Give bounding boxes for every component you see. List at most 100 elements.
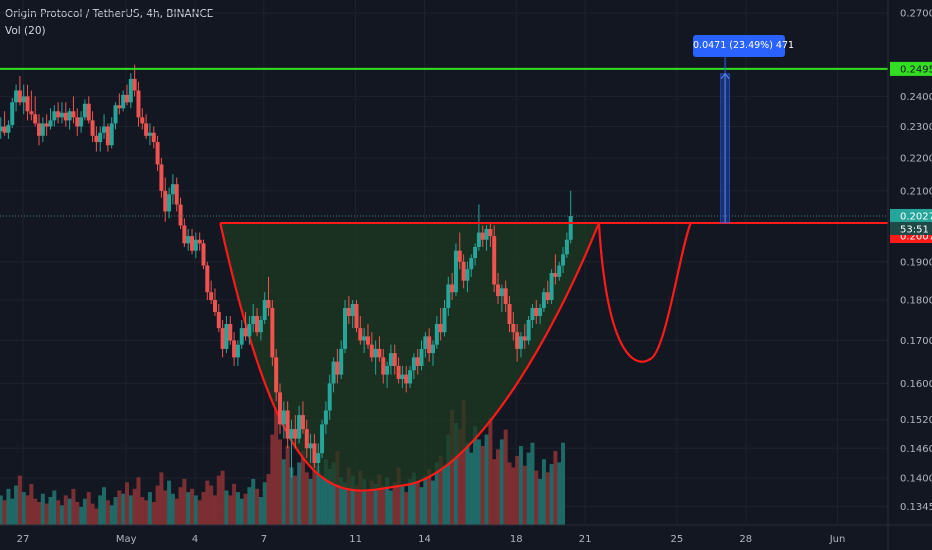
measure-tool-label[interactable]: 0.0471 (23.49%) 471 — [693, 35, 794, 57]
volume-bar — [105, 500, 110, 525]
candle-body — [117, 105, 122, 109]
candle-body — [538, 307, 543, 316]
volume-bar — [128, 495, 133, 525]
volume-bar — [0, 495, 3, 525]
volume-bar — [266, 474, 271, 525]
candle-body — [346, 307, 351, 316]
volume-bar — [312, 455, 317, 525]
target-price-tag: 0.2495 — [900, 64, 932, 75]
candle-body — [373, 348, 378, 358]
volume-bar — [147, 492, 152, 525]
price-tick-label: 0.1400 — [900, 473, 932, 484]
candle-body — [496, 284, 501, 297]
candle-body — [392, 353, 397, 366]
candle-body — [362, 336, 367, 341]
candle-body — [511, 324, 516, 333]
candle-body — [29, 111, 34, 115]
price-tick-label: 0.1700 — [900, 336, 932, 347]
volume-bar — [553, 450, 558, 525]
candle-body — [442, 307, 447, 333]
candle-body — [415, 357, 420, 366]
candle-body — [381, 357, 386, 375]
candle-body — [323, 410, 328, 425]
volume-bar — [86, 492, 91, 525]
candle-body — [224, 324, 229, 349]
volume-bar — [358, 470, 363, 525]
candle-body — [205, 265, 210, 293]
candle-body — [71, 111, 76, 118]
candle-body — [182, 225, 187, 244]
volume-bar — [561, 442, 566, 525]
volume-bar — [44, 503, 49, 525]
candle-body — [86, 103, 91, 121]
volume-bar — [247, 487, 252, 525]
volume-bar — [419, 487, 424, 525]
candle-body — [365, 336, 370, 345]
volume-bar — [67, 498, 72, 525]
candle-body — [48, 120, 53, 127]
candle-body — [339, 348, 344, 375]
volume-bar — [163, 490, 168, 525]
volume-bar — [17, 475, 22, 525]
volume-bar — [557, 462, 562, 525]
volume-bar — [300, 450, 305, 525]
volume-bar — [308, 478, 313, 525]
candle-body — [258, 319, 263, 333]
candle-body — [163, 190, 168, 212]
volume-bar — [6, 488, 11, 525]
volume-bar — [473, 426, 478, 525]
volume-bar — [281, 459, 286, 525]
price-tick-label: 0.2700 — [900, 8, 932, 19]
volume-bar — [530, 442, 535, 525]
volume-bar — [14, 485, 19, 525]
volume-bar — [197, 500, 202, 525]
candle-body — [201, 243, 206, 266]
resistance-price-tag: 0.2007 — [900, 231, 932, 242]
price-tick-label: 0.2300 — [900, 122, 932, 133]
candle-body — [396, 365, 401, 380]
volume-bar — [63, 495, 68, 525]
volume-bar — [365, 488, 370, 525]
volume-bar — [484, 434, 489, 525]
candle-body — [499, 288, 504, 297]
volume-indicator-label: Vol (20) — [5, 25, 46, 37]
volume-bar — [277, 439, 282, 525]
candle-body — [128, 78, 133, 103]
volume-bar — [140, 497, 145, 525]
volume-bar — [369, 480, 374, 525]
volume-bar — [430, 480, 435, 525]
candle-body — [251, 315, 256, 325]
volume-bar — [121, 493, 126, 525]
volume-bar — [343, 482, 348, 525]
volume-bar — [262, 482, 267, 525]
volume-bar — [136, 477, 141, 525]
candle-body — [320, 424, 325, 454]
volume-bar — [82, 498, 87, 525]
volume-bar — [545, 472, 550, 525]
candle-body — [568, 215, 573, 240]
drawing-overlays — [0, 57, 888, 224]
volume-bar — [377, 474, 382, 525]
volume-bar — [186, 492, 191, 525]
candle-body — [14, 90, 19, 103]
candle-body — [358, 328, 363, 341]
volume-bar — [465, 442, 470, 525]
candle-body — [473, 247, 478, 259]
candle-body — [33, 114, 38, 124]
volume-bar — [442, 465, 447, 525]
volume-bar — [538, 478, 543, 525]
candle-body — [553, 273, 558, 277]
candle-body — [159, 164, 164, 191]
candle-body — [434, 324, 439, 345]
volume-bar — [212, 495, 217, 525]
volume-bar — [331, 462, 336, 525]
candle-body — [457, 250, 462, 262]
candle-body — [136, 90, 141, 118]
price-tick-label: 0.2100 — [900, 186, 932, 197]
candle-body — [109, 123, 114, 146]
volume-bar — [178, 487, 183, 525]
volume-bar — [37, 501, 42, 525]
candle-body — [388, 353, 393, 366]
price-tick-label: 0.1900 — [900, 257, 932, 268]
